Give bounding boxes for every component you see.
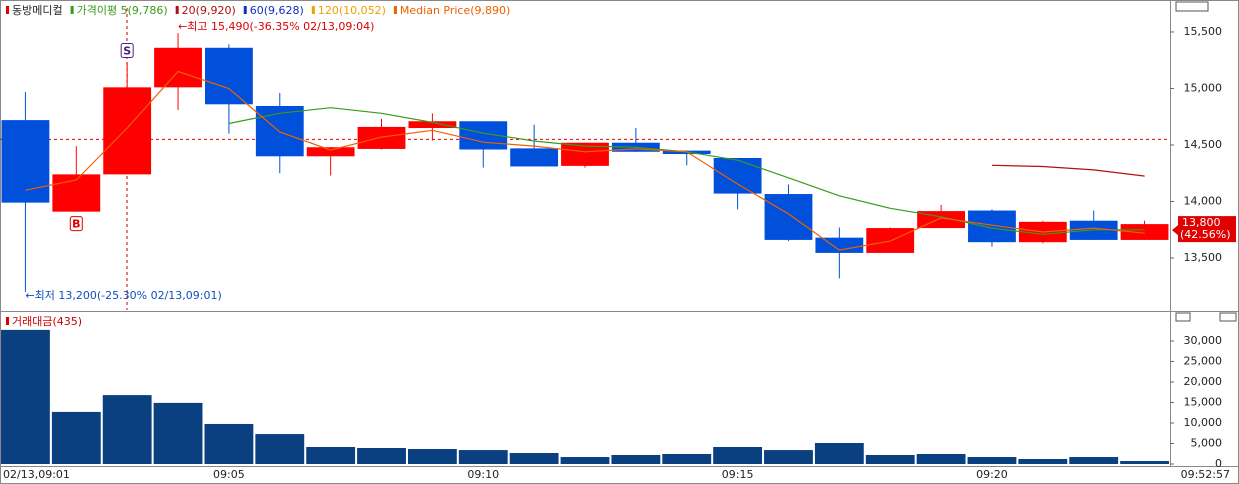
volume-bar — [662, 453, 712, 464]
signal-box — [120, 42, 134, 58]
x-tick-label: 09:20 — [976, 468, 1008, 481]
ma-line — [25, 70, 1145, 251]
legend-label: 20(9,920) — [182, 4, 236, 17]
legend-label: Median Price(9,890) — [400, 4, 510, 17]
x-tick-label: 09:15 — [722, 468, 754, 481]
panel-icons — [1175, 312, 1191, 322]
candle-body — [510, 148, 559, 167]
legend-label: 가격이평 5(9,786) — [77, 4, 168, 17]
volume-bar — [713, 446, 763, 464]
ma-line — [991, 164, 1145, 177]
candle-body — [255, 105, 304, 157]
y-tick-label: 13,500 — [1184, 251, 1223, 264]
candle-body — [205, 47, 253, 105]
signal-label: S — [123, 44, 131, 57]
x-tick-label: 02/13,09:01 — [3, 468, 70, 481]
volume-title: 거래대금(435) — [12, 315, 82, 328]
candle-body — [713, 157, 762, 194]
panel-icons — [1175, 1, 1209, 12]
candle-body — [154, 47, 202, 88]
volume-bar — [204, 423, 254, 464]
low-annotation: ←최저 13,200(-25.30% 02/13,09:01) — [25, 289, 221, 302]
volume-bar — [865, 454, 915, 464]
volume-bar — [916, 453, 966, 464]
volume-bar — [509, 453, 559, 464]
candle-body — [764, 194, 813, 240]
y-tick-label: 15,000 — [1184, 81, 1223, 94]
signal-box — [69, 216, 83, 232]
clock: 09:52:57 — [1181, 468, 1230, 481]
volume-bar — [102, 395, 152, 464]
signal-label: B — [72, 218, 80, 231]
legend-marker — [311, 6, 315, 14]
volume-bar — [1018, 458, 1068, 464]
candle-body — [968, 210, 1016, 243]
y-tick-label: 14,000 — [1184, 194, 1223, 207]
legend-marker — [243, 6, 247, 14]
volume-bar — [1, 329, 50, 464]
volume-bar — [764, 450, 813, 464]
volume-bar — [153, 402, 203, 464]
legend-marker — [6, 317, 9, 325]
candle-body — [306, 147, 355, 157]
legend-label: 동방메디컬 — [12, 4, 63, 17]
high-annotation: ←최고 15,490(-36.35% 02/13,09:04) — [178, 20, 374, 33]
last-price-pointer — [1172, 225, 1178, 236]
volume-bar — [1120, 461, 1169, 464]
volume-bar — [407, 448, 457, 464]
volume-bar — [560, 457, 610, 464]
volume-bar — [967, 457, 1017, 464]
volume-bar — [255, 434, 305, 464]
legend-marker — [70, 6, 74, 14]
y-tick-label: 0 — [1215, 457, 1222, 470]
panel-icons — [1219, 312, 1237, 322]
candle-body — [357, 126, 406, 149]
volume-bar — [357, 448, 406, 464]
y-tick-label: 20,000 — [1184, 375, 1223, 388]
y-tick-label: 15,500 — [1184, 25, 1223, 38]
candle-body — [1120, 224, 1169, 240]
x-tick-label: 09:10 — [467, 468, 499, 481]
volume-bar — [1069, 457, 1119, 464]
last-price-change: (42.56%) — [1180, 228, 1231, 241]
legend-label: 60(9,628) — [250, 4, 304, 17]
legend-label: 120(10,052) — [318, 4, 386, 17]
legend-marker — [175, 6, 179, 14]
y-tick-label: 25,000 — [1184, 354, 1223, 367]
x-tick-label: 09:05 — [213, 468, 245, 481]
y-tick-label: 10,000 — [1184, 416, 1223, 429]
volume-bar — [306, 446, 356, 464]
volume-bar — [458, 450, 508, 464]
candle-body — [408, 121, 457, 129]
legend-marker — [393, 6, 397, 14]
y-tick-label: 5,000 — [1191, 436, 1223, 449]
volume-bar — [611, 454, 661, 464]
y-tick-label: 14,500 — [1184, 138, 1223, 151]
candle-body — [103, 87, 152, 175]
last-price-label: 13,800 — [1182, 216, 1221, 229]
last-price-box — [1178, 216, 1236, 243]
legend-marker — [6, 6, 9, 14]
volume-bar — [51, 411, 101, 464]
y-tick-label: 15,000 — [1184, 395, 1223, 408]
volume-bar — [814, 443, 864, 464]
candle-body — [1, 120, 50, 203]
candle-body — [561, 142, 609, 166]
y-tick-label: 30,000 — [1184, 334, 1223, 347]
